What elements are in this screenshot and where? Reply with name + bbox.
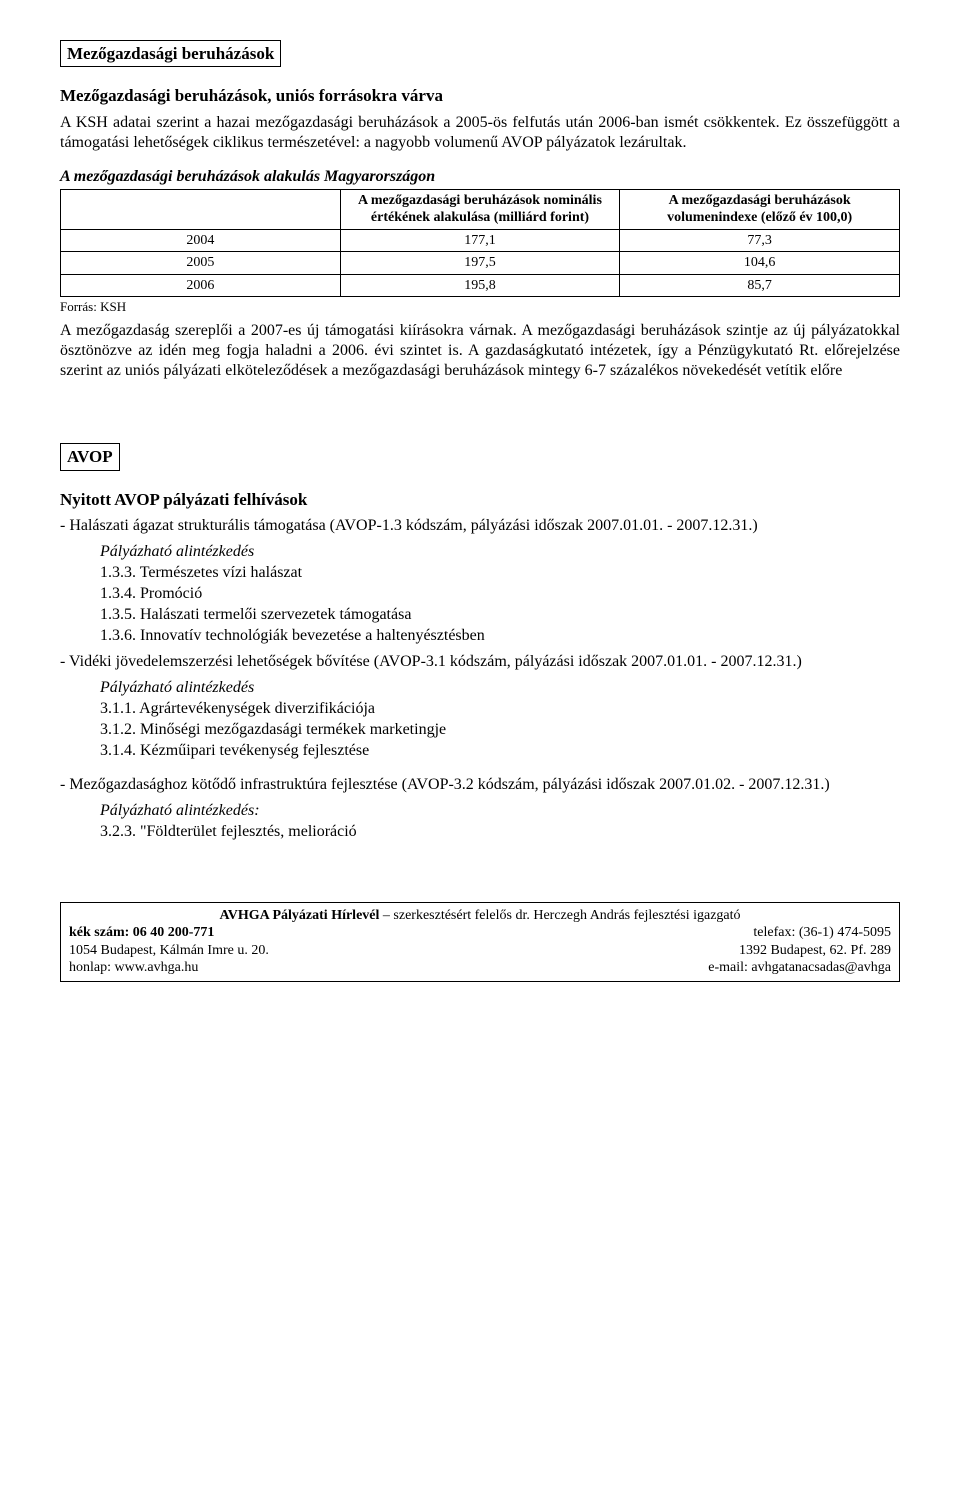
table-header-nominal: A mezőgazdasági beruházások nominális ér… (340, 189, 620, 229)
footer-line4: honlap: www.avhga.hu e-mail: avhgatanacs… (69, 959, 891, 977)
section2-heading-box: AVOP (60, 443, 120, 470)
avop-item1-intro: - Halászati ágazat strukturális támogatá… (60, 516, 900, 536)
footer-address2: 1392 Budapest, 62. Pf. 289 (480, 942, 891, 960)
table-cell-index: 77,3 (620, 229, 900, 252)
table-row: 2004 177,1 77,3 (61, 229, 900, 252)
table-cell-year: 2004 (61, 229, 341, 252)
avop-item2-sublabel: Pályázható alintézkedés (100, 678, 900, 698)
table-header-empty (61, 189, 341, 229)
table-row: 2005 197,5 104,6 (61, 252, 900, 275)
section2-subheading: Nyitott AVOP pályázati felhívások (60, 489, 900, 510)
list-item: 1.3.3. Természetes vízi halászat (100, 563, 900, 583)
footer-kek: kék szám: 06 40 200-771 (69, 924, 480, 942)
footer-kek-bold: kék szám: 06 40 200-771 (69, 925, 214, 940)
footer-box: AVHGA Pályázati Hírlevél – szerkesztésér… (60, 902, 900, 982)
footer-line2: kék szám: 06 40 200-771 telefax: (36-1) … (69, 924, 891, 942)
table-cell-nominal: 195,8 (340, 274, 620, 297)
avop-item3-list: 3.2.3. "Földterület fejlesztés, meliorác… (100, 822, 900, 842)
section1-para1: A KSH adatai szerint a hazai mezőgazdasá… (60, 113, 900, 153)
table-cell-index: 85,7 (620, 274, 900, 297)
investment-table: A mezőgazdasági beruházások nominális ér… (60, 189, 900, 298)
avop-item1-list: 1.3.3. Természetes vízi halászat 1.3.4. … (100, 563, 900, 646)
footer-bold: AVHGA Pályázati Hírlevél (219, 908, 379, 923)
table-row: 2006 195,8 85,7 (61, 274, 900, 297)
avop-item1-sublabel: Pályázható alintézkedés (100, 542, 900, 562)
footer-email: e-mail: avhgatanacsadas@avhga (480, 959, 891, 977)
table-cell-nominal: 177,1 (340, 229, 620, 252)
avop-item2-intro: - Vidéki jövedelemszerzési lehetőségek b… (60, 652, 900, 672)
footer-line1: AVHGA Pályázati Hírlevél – szerkesztésér… (69, 907, 891, 925)
footer-telefax: telefax: (36-1) 474-5095 (480, 924, 891, 942)
list-item: 1.3.6. Innovatív technológiák bevezetése… (100, 626, 900, 646)
footer-address1: 1054 Budapest, Kálmán Imre u. 20. (69, 942, 480, 960)
table-cell-year: 2006 (61, 274, 341, 297)
section1-subheading: Mezőgazdasági beruházások, uniós forráso… (60, 85, 900, 106)
table-header-index: A mezőgazdasági beruházások volumenindex… (620, 189, 900, 229)
table-source: Forrás: KSH (60, 299, 900, 315)
list-item: 3.1.2. Minőségi mezőgazdasági termékek m… (100, 720, 900, 740)
footer-web: honlap: www.avhga.hu (69, 959, 480, 977)
table-cell-index: 104,6 (620, 252, 900, 275)
footer-line3: 1054 Budapest, Kálmán Imre u. 20. 1392 B… (69, 942, 891, 960)
list-item: 1.3.5. Halászati termelői szervezetek tá… (100, 605, 900, 625)
list-item: 3.1.4. Kézműipari tevékenység fejlesztés… (100, 741, 900, 761)
table-header-row: A mezőgazdasági beruházások nominális ér… (61, 189, 900, 229)
table-cell-nominal: 197,5 (340, 252, 620, 275)
list-item: 3.1.1. Agrártevékenységek diverzifikáció… (100, 699, 900, 719)
avop-item3-sublabel: Pályázható alintézkedés: (100, 801, 900, 821)
list-item: 3.2.3. "Földterület fejlesztés, meliorác… (100, 822, 900, 842)
section1-para2: A mezőgazdaság szereplői a 2007-es új tá… (60, 321, 900, 381)
footer-rest: – szerkesztésért felelős dr. Herczegh An… (383, 908, 741, 923)
table-cell-year: 2005 (61, 252, 341, 275)
avop-item3-intro: - Mezőgazdasághoz kötődő infrastruktúra … (60, 775, 900, 795)
section1-heading-box: Mezőgazdasági beruházások (60, 40, 281, 67)
avop-item2-list: 3.1.1. Agrártevékenységek diverzifikáció… (100, 699, 900, 761)
table-title: A mezőgazdasági beruházások alakulás Mag… (60, 167, 900, 187)
list-item: 1.3.4. Promóció (100, 584, 900, 604)
